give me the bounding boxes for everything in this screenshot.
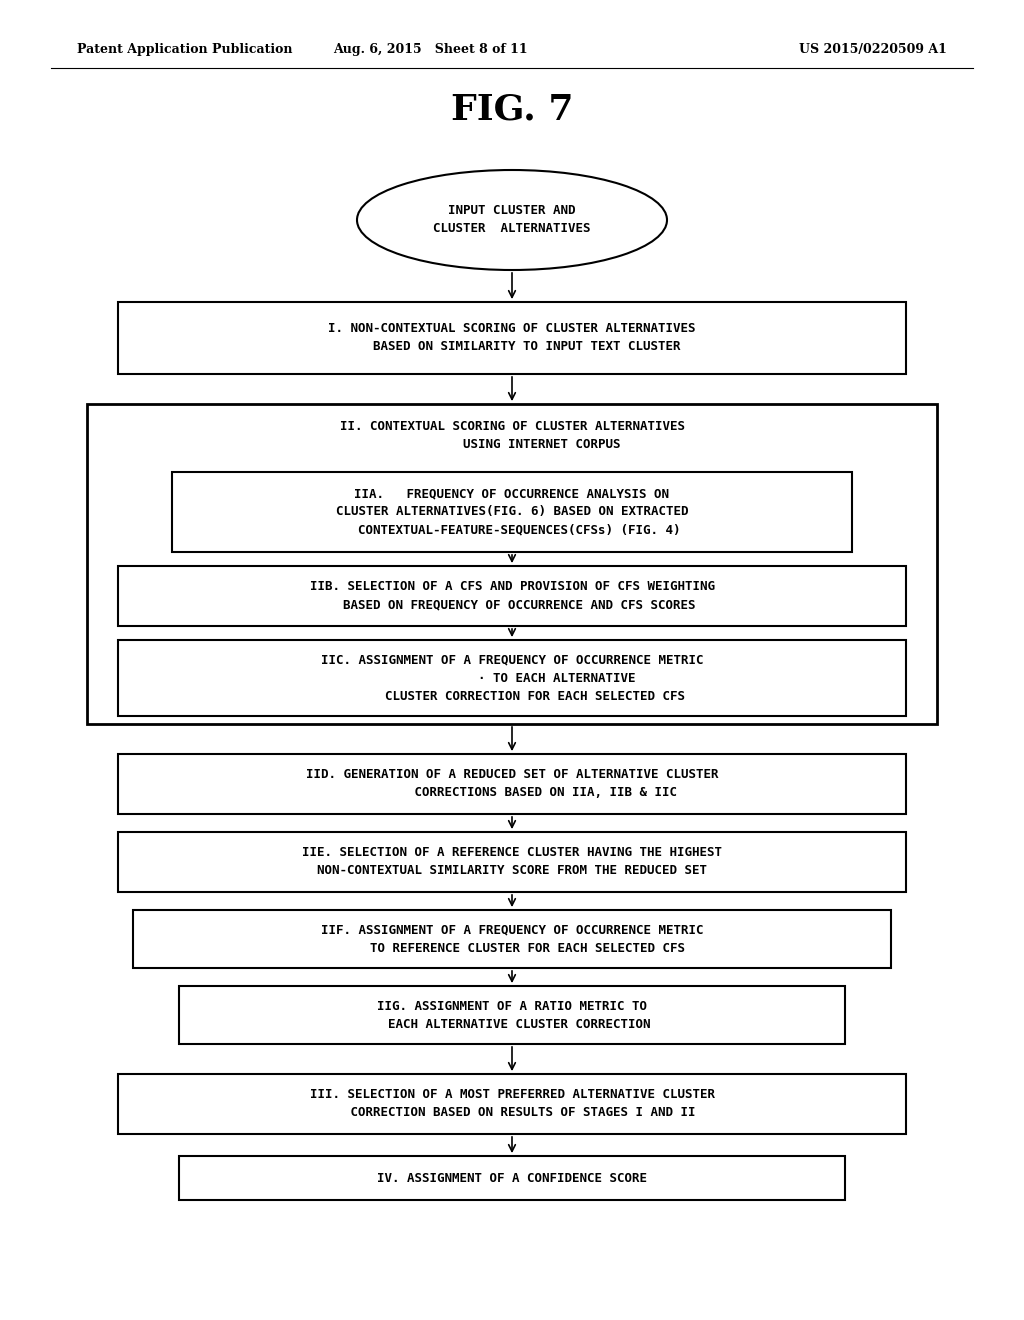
Bar: [179, 986, 845, 1044]
Text: IID. GENERATION OF A REDUCED SET OF ALTERNATIVE CLUSTER
         CORRECTIONS BAS: IID. GENERATION OF A REDUCED SET OF ALTE…: [306, 768, 718, 800]
Bar: [172, 473, 852, 552]
Text: IIC. ASSIGNMENT OF A FREQUENCY OF OCCURRENCE METRIC
            · TO EACH ALTERN: IIC. ASSIGNMENT OF A FREQUENCY OF OCCURR…: [321, 653, 703, 702]
Bar: [118, 640, 906, 715]
Bar: [133, 909, 891, 968]
Bar: [118, 1074, 906, 1134]
Text: INPUT CLUSTER AND
CLUSTER  ALTERNATIVES: INPUT CLUSTER AND CLUSTER ALTERNATIVES: [433, 205, 591, 235]
Bar: [118, 302, 906, 374]
Bar: [179, 1156, 845, 1200]
Bar: [118, 754, 906, 814]
Text: US 2015/0220509 A1: US 2015/0220509 A1: [799, 44, 946, 57]
Bar: [118, 832, 906, 892]
Ellipse shape: [357, 170, 667, 271]
Text: IIE. SELECTION OF A REFERENCE CLUSTER HAVING THE HIGHEST
NON-CONTEXTUAL SIMILARI: IIE. SELECTION OF A REFERENCE CLUSTER HA…: [302, 846, 722, 878]
Text: Aug. 6, 2015   Sheet 8 of 11: Aug. 6, 2015 Sheet 8 of 11: [333, 44, 527, 57]
Text: IIA.   FREQUENCY OF OCCURRENCE ANALYSIS ON
CLUSTER ALTERNATIVES(FIG. 6) BASED ON: IIA. FREQUENCY OF OCCURRENCE ANALYSIS ON…: [336, 487, 688, 536]
Text: II. CONTEXTUAL SCORING OF CLUSTER ALTERNATIVES
        USING INTERNET CORPUS: II. CONTEXTUAL SCORING OF CLUSTER ALTERN…: [340, 420, 684, 450]
Text: IIF. ASSIGNMENT OF A FREQUENCY OF OCCURRENCE METRIC
    TO REFERENCE CLUSTER FOR: IIF. ASSIGNMENT OF A FREQUENCY OF OCCURR…: [321, 924, 703, 954]
Text: Patent Application Publication: Patent Application Publication: [77, 44, 292, 57]
Bar: [87, 404, 937, 723]
Text: FIG. 7: FIG. 7: [451, 92, 573, 127]
Text: IIG. ASSIGNMENT OF A RATIO METRIC TO
  EACH ALTERNATIVE CLUSTER CORRECTION: IIG. ASSIGNMENT OF A RATIO METRIC TO EAC…: [374, 999, 650, 1031]
Bar: [118, 566, 906, 626]
Text: I. NON-CONTEXTUAL SCORING OF CLUSTER ALTERNATIVES
    BASED ON SIMILARITY TO INP: I. NON-CONTEXTUAL SCORING OF CLUSTER ALT…: [329, 322, 695, 354]
Text: IV. ASSIGNMENT OF A CONFIDENCE SCORE: IV. ASSIGNMENT OF A CONFIDENCE SCORE: [377, 1172, 647, 1184]
Text: IIB. SELECTION OF A CFS AND PROVISION OF CFS WEIGHTING
  BASED ON FREQUENCY OF O: IIB. SELECTION OF A CFS AND PROVISION OF…: [309, 581, 715, 611]
Text: III. SELECTION OF A MOST PREFERRED ALTERNATIVE CLUSTER
   CORRECTION BASED ON RE: III. SELECTION OF A MOST PREFERRED ALTER…: [309, 1089, 715, 1119]
